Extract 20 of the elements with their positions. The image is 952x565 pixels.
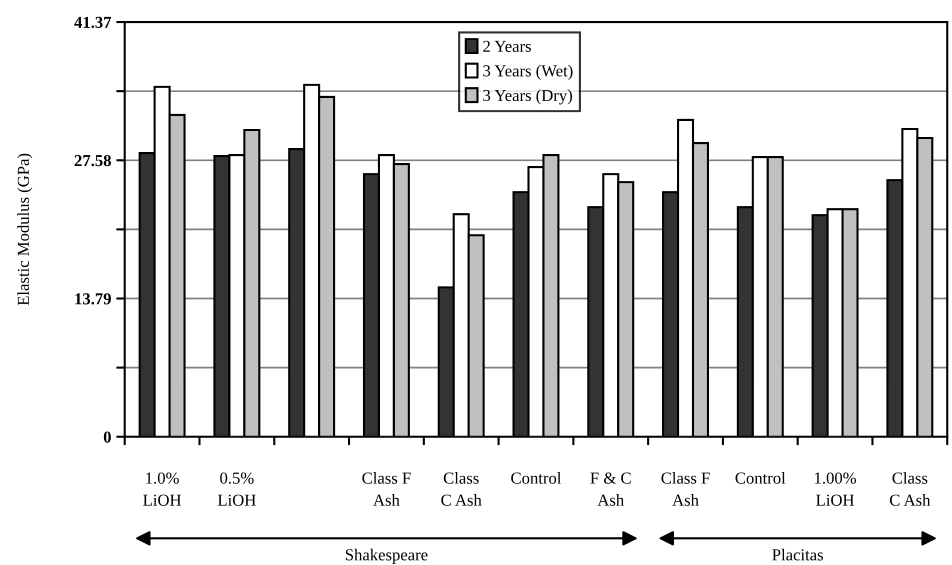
text: Shakespeare (346, 548, 428, 564)
x-tick-label: Control (736, 472, 786, 484)
x-tick-label: F & C Ash (590, 472, 631, 506)
x-tick-label: Class F Ash (661, 472, 710, 506)
x-tick-label: Class F Ash (362, 472, 411, 506)
x-tick-label: 0.5% LiOH (218, 472, 256, 506)
y-tick-label: 13.79 (75, 293, 111, 305)
x-tick-label: Class C Ash (441, 472, 482, 506)
y-axis-title: Elastic Modulus (GPa) (17, 154, 32, 306)
text: Placitas (772, 548, 824, 560)
y-tick-label: 41.37 (74, 16, 112, 28)
legend-label: 2 Years (483, 40, 531, 52)
legend-label: 3 Years (Dry) (483, 89, 572, 104)
x-tick-label: 1.00% LiOH (815, 472, 856, 506)
legend-label: 3 Years (Wet) (483, 64, 573, 80)
y-tick-label: 0 (104, 431, 111, 443)
y-tick-label: 27.58 (74, 154, 111, 166)
x-tick-label: Class C Ash (890, 472, 930, 506)
x-tick-label: 1.0% LiOH (143, 472, 182, 506)
x-tick-label: Control (511, 472, 562, 484)
